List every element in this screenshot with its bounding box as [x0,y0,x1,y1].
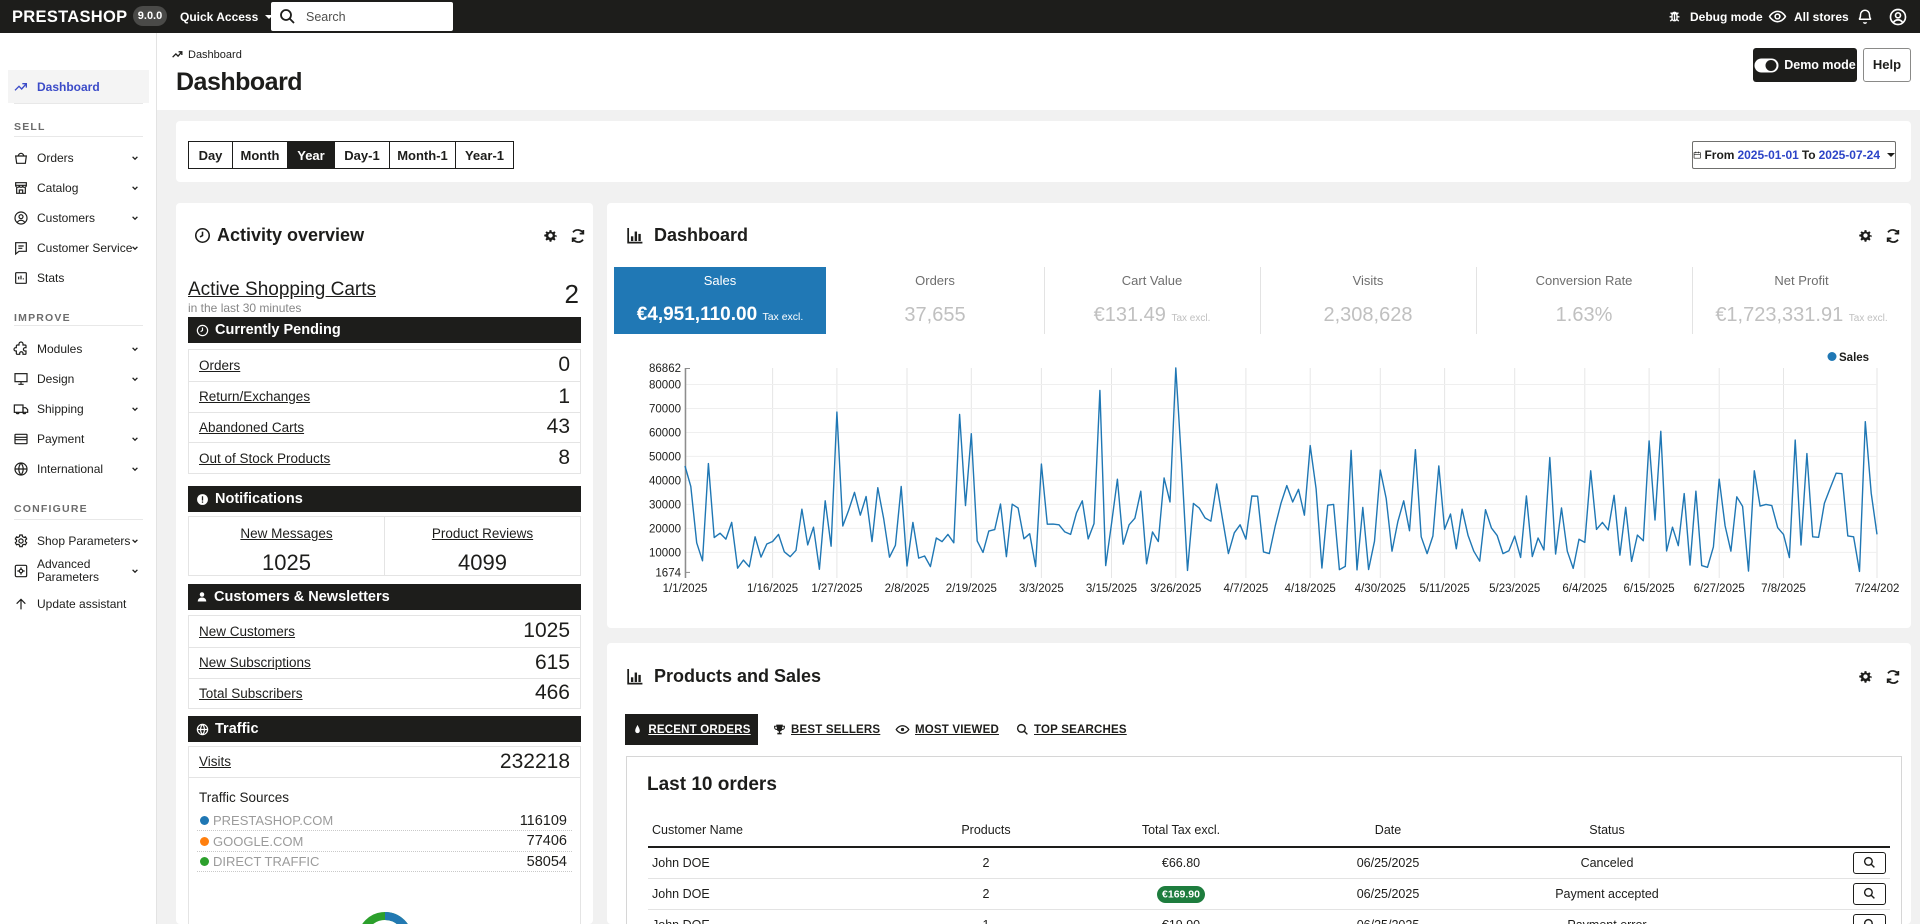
svg-text:4/18/2025: 4/18/2025 [1285,583,1336,595]
svg-text:80000: 80000 [649,380,681,392]
svg-text:60000: 60000 [649,428,681,440]
svg-text:1674: 1674 [655,567,681,579]
svg-text:40000: 40000 [649,475,681,487]
svg-text:3/26/2025: 3/26/2025 [1150,583,1201,595]
svg-text:1/27/2025: 1/27/2025 [811,583,862,595]
svg-text:50000: 50000 [649,451,681,463]
svg-text:30000: 30000 [649,499,681,511]
svg-text:3/3/2025: 3/3/2025 [1019,583,1064,595]
svg-text:6/27/2025: 6/27/2025 [1694,583,1745,595]
svg-text:20000: 20000 [649,523,681,535]
svg-text:5/11/2025: 5/11/2025 [1419,583,1469,595]
svg-text:86862: 86862 [649,363,681,375]
svg-text:2/8/2025: 2/8/2025 [885,583,930,595]
svg-text:5/23/2025: 5/23/2025 [1489,583,1540,595]
svg-text:6/15/2025: 6/15/2025 [1624,583,1675,595]
svg-text:1/1/2025: 1/1/2025 [663,583,708,595]
svg-text:2/19/2025: 2/19/2025 [946,583,997,595]
svg-text:6/4/2025: 6/4/2025 [1562,583,1607,595]
svg-text:7/24/202: 7/24/202 [1855,583,1900,595]
svg-text:4/7/2025: 4/7/2025 [1224,583,1269,595]
svg-text:3/15/2025: 3/15/2025 [1086,583,1137,595]
svg-text:Sales: Sales [1839,352,1869,364]
svg-text:10000: 10000 [649,547,681,559]
svg-text:7/8/2025: 7/8/2025 [1761,583,1806,595]
svg-text:1/16/2025: 1/16/2025 [747,583,798,595]
svg-text:70000: 70000 [649,404,681,416]
svg-text:4/30/2025: 4/30/2025 [1355,583,1406,595]
